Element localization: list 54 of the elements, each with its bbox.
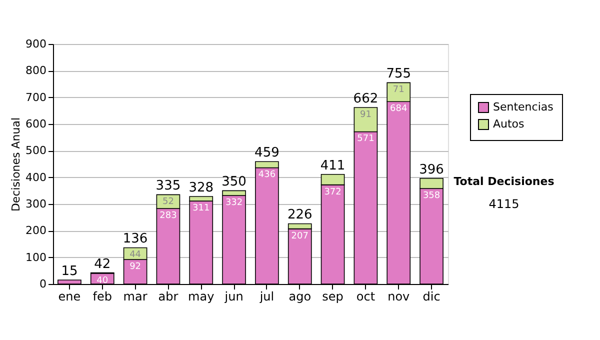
total-label: 350 <box>222 174 246 190</box>
total-label: 335 <box>156 178 181 194</box>
y-tick-label: 100 <box>26 250 46 264</box>
y-tick-label: 700 <box>26 90 46 104</box>
y-tick-label: 300 <box>26 198 46 210</box>
x-tick-label: mar <box>123 290 148 304</box>
text: Total Decisiones <box>454 175 555 188</box>
total-label: 662 <box>353 91 378 106</box>
data-label: 436 <box>258 170 276 180</box>
data-label: 207 <box>291 231 308 242</box>
x-tick-label: sep <box>322 290 344 304</box>
text: 4115 <box>488 197 520 211</box>
data-label: 52 <box>162 197 174 208</box>
y-tick-label: 800 <box>26 64 46 78</box>
x-tick-label: abr <box>158 290 178 304</box>
x-tick-label: dic <box>422 290 440 304</box>
data-label: 40 <box>96 276 108 286</box>
data-label: 91 <box>360 110 372 120</box>
data-label: 684 <box>390 104 408 114</box>
data-label: 71 <box>392 85 404 96</box>
x-tick-label: ene <box>58 290 81 304</box>
y-tick-label: 900 <box>26 38 46 50</box>
y-axis-title: Decisiones Anual <box>10 117 23 212</box>
total-label: 15 <box>61 264 78 279</box>
total-label: 328 <box>188 180 214 196</box>
total-label: 136 <box>122 232 148 247</box>
total-label: 396 <box>419 162 444 178</box>
legend-label: Sentencias <box>493 100 554 114</box>
data-label: 92 <box>130 262 142 272</box>
y-tick-label: 200 <box>26 224 46 238</box>
total-label: 411 <box>320 158 346 174</box>
data-label: 332 <box>225 198 243 208</box>
total-label: 459 <box>254 146 280 161</box>
x-tick-label: ago <box>288 290 312 304</box>
data-label: 44 <box>130 250 142 260</box>
data-label: 571 <box>357 134 374 144</box>
y-tick-label: 400 <box>26 170 46 184</box>
data-label: 372 <box>324 187 342 198</box>
x-tick-label: jul <box>258 290 274 304</box>
y-tick-label: 500 <box>26 144 46 158</box>
x-tick-label: oct <box>356 290 376 304</box>
data-label: 311 <box>192 204 210 214</box>
total-label: 42 <box>94 256 111 272</box>
total-label: 226 <box>287 208 312 223</box>
data-label: 358 <box>422 191 440 202</box>
legend-label: Autos <box>493 118 525 130</box>
x-tick-label: jun <box>224 290 244 304</box>
y-tick-label: 600 <box>26 118 46 130</box>
x-tick-label: feb <box>92 290 112 304</box>
total-label: 755 <box>386 66 412 82</box>
y-tick-label: 0 <box>40 278 46 290</box>
x-tick-label: may <box>188 290 214 304</box>
data-label: 283 <box>160 211 177 222</box>
x-tick-label: nov <box>388 290 410 304</box>
